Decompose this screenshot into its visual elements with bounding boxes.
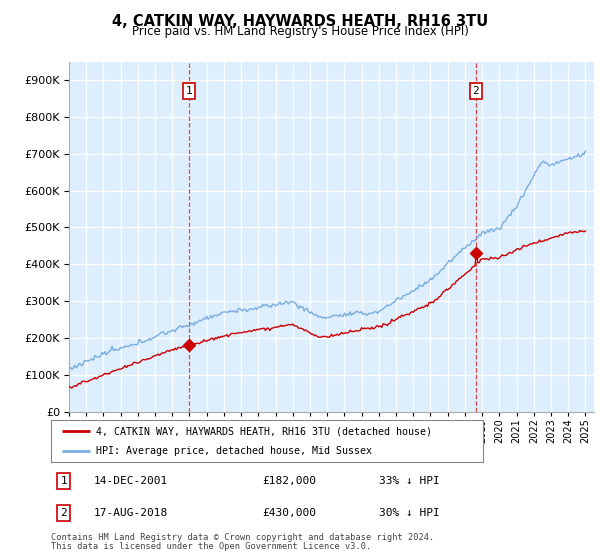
Text: £430,000: £430,000	[263, 508, 317, 518]
Text: 33% ↓ HPI: 33% ↓ HPI	[379, 476, 439, 486]
Text: 2: 2	[60, 508, 67, 518]
Text: 2: 2	[472, 86, 479, 96]
Text: Contains HM Land Registry data © Crown copyright and database right 2024.: Contains HM Land Registry data © Crown c…	[51, 533, 434, 542]
Text: 14-DEC-2001: 14-DEC-2001	[94, 476, 168, 486]
Text: This data is licensed under the Open Government Licence v3.0.: This data is licensed under the Open Gov…	[51, 542, 371, 551]
Text: 17-AUG-2018: 17-AUG-2018	[94, 508, 168, 518]
Text: 1: 1	[185, 86, 192, 96]
Text: 30% ↓ HPI: 30% ↓ HPI	[379, 508, 439, 518]
Text: HPI: Average price, detached house, Mid Sussex: HPI: Average price, detached house, Mid …	[97, 446, 373, 456]
Text: £182,000: £182,000	[263, 476, 317, 486]
Text: Price paid vs. HM Land Registry's House Price Index (HPI): Price paid vs. HM Land Registry's House …	[131, 25, 469, 38]
Text: 4, CATKIN WAY, HAYWARDS HEATH, RH16 3TU: 4, CATKIN WAY, HAYWARDS HEATH, RH16 3TU	[112, 14, 488, 29]
Text: 4, CATKIN WAY, HAYWARDS HEATH, RH16 3TU (detached house): 4, CATKIN WAY, HAYWARDS HEATH, RH16 3TU …	[97, 426, 433, 436]
Text: 1: 1	[60, 476, 67, 486]
